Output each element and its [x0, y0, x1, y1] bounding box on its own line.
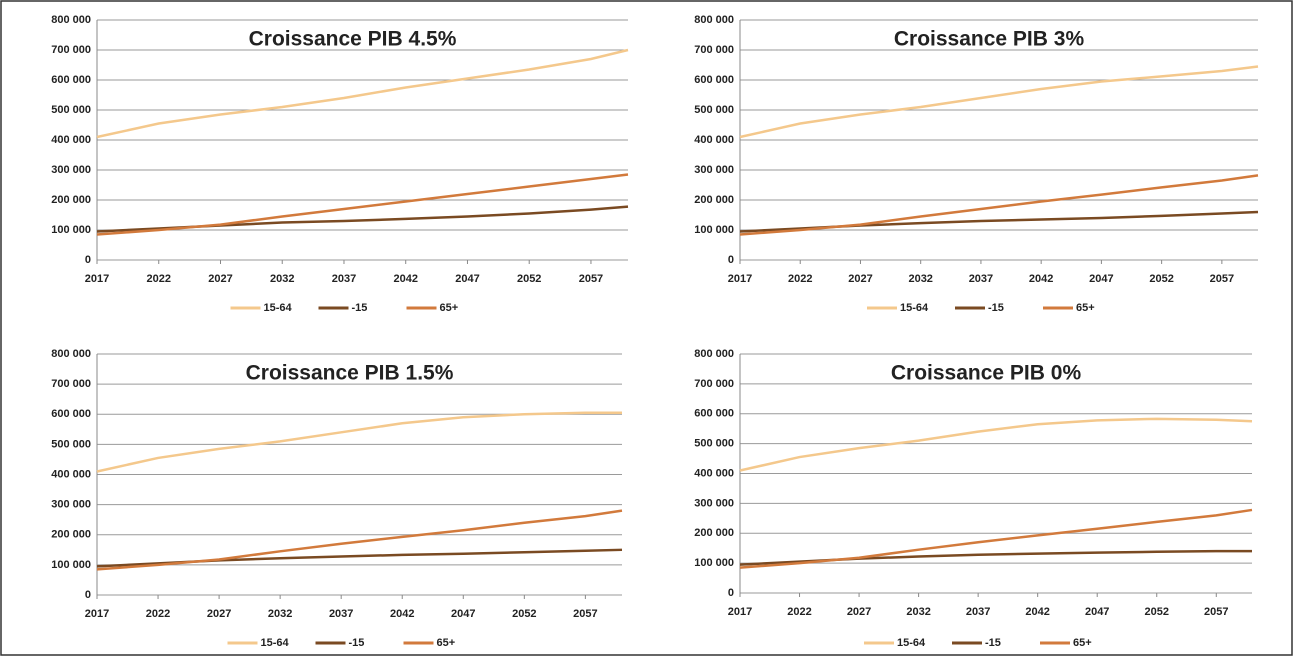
- x-tick-label: 2032: [270, 273, 294, 285]
- y-tick-label: 700 000: [694, 44, 734, 56]
- x-tick-label: 2047: [1085, 606, 1109, 618]
- y-tick-label: 500 000: [51, 104, 91, 116]
- x-tick-label: 2022: [147, 273, 171, 285]
- x-tick-label: 2037: [969, 273, 993, 285]
- y-tick-label: 700 000: [51, 44, 91, 56]
- legend-label: 15-64: [261, 637, 290, 649]
- y-tick-label: 400 000: [51, 468, 91, 480]
- x-tick-label: 2032: [908, 273, 932, 285]
- x-tick-label: 2052: [1149, 273, 1173, 285]
- legend-label: 65+: [1073, 637, 1092, 649]
- y-tick-label: 600 000: [51, 74, 91, 86]
- x-tick-label: 2042: [1029, 273, 1053, 285]
- y-tick-label: 100 000: [694, 224, 734, 236]
- y-tick-label: 400 000: [694, 467, 734, 479]
- x-tick-label: 2027: [208, 273, 232, 285]
- y-tick-label: 0: [728, 587, 734, 599]
- x-tick-label: 2017: [728, 606, 752, 618]
- legend-label: 65+: [440, 302, 459, 314]
- x-tick-label: 2057: [579, 273, 603, 285]
- legend-label: -15: [352, 302, 368, 314]
- x-tick-label: 2057: [573, 608, 597, 620]
- y-tick-label: 100 000: [694, 557, 734, 569]
- y-tick-label: 0: [85, 254, 91, 266]
- y-tick-label: 500 000: [51, 438, 91, 450]
- y-tick-label: 300 000: [51, 164, 91, 176]
- y-tick-label: 400 000: [51, 134, 91, 146]
- x-tick-label: 2042: [1025, 606, 1049, 618]
- y-tick-label: 800 000: [694, 348, 734, 360]
- legend-label: 15-64: [897, 637, 926, 649]
- chart-title: Croissance PIB 0%: [891, 362, 1082, 385]
- x-tick-label: 2032: [268, 608, 292, 620]
- y-tick-label: 0: [728, 254, 734, 266]
- legend-label: 65+: [437, 637, 456, 649]
- x-tick-label: 2042: [390, 608, 414, 620]
- y-tick-label: 300 000: [51, 499, 91, 511]
- x-tick-label: 2032: [906, 606, 930, 618]
- y-tick-label: 600 000: [51, 408, 91, 420]
- y-tick-label: 400 000: [694, 134, 734, 146]
- x-tick-label: 2027: [207, 608, 231, 620]
- legend-label: 15-64: [900, 302, 929, 314]
- chart-title: Croissance PIB 4.5%: [249, 28, 457, 51]
- series-line: [739, 65, 1259, 139]
- x-tick-label: 2037: [966, 606, 990, 618]
- x-tick-label: 2047: [1089, 273, 1113, 285]
- x-tick-label: 2052: [512, 608, 536, 620]
- x-tick-label: 2042: [393, 273, 417, 285]
- series-line: [96, 173, 629, 236]
- y-tick-label: 700 000: [51, 378, 91, 390]
- legend-label: 65+: [1076, 302, 1095, 314]
- x-tick-label: 2027: [847, 606, 871, 618]
- chart-title: Croissance PIB 3%: [894, 28, 1085, 51]
- y-tick-label: 0: [85, 589, 91, 601]
- series-line: [96, 509, 623, 571]
- x-tick-label: 2022: [788, 273, 812, 285]
- y-tick-label: 700 000: [694, 378, 734, 390]
- y-tick-label: 200 000: [51, 194, 91, 206]
- x-tick-label: 2052: [517, 273, 541, 285]
- x-tick-label: 2017: [85, 608, 109, 620]
- series-line: [96, 48, 629, 139]
- x-tick-label: 2057: [1204, 606, 1228, 618]
- y-tick-label: 300 000: [694, 497, 734, 509]
- legend-label: -15: [985, 637, 1001, 649]
- x-tick-label: 2037: [329, 608, 353, 620]
- legend-label: -15: [349, 637, 365, 649]
- x-tick-label: 2017: [728, 273, 752, 285]
- y-tick-label: 500 000: [694, 438, 734, 450]
- chart-title: Croissance PIB 1.5%: [246, 362, 454, 385]
- y-tick-label: 200 000: [51, 529, 91, 541]
- y-tick-label: 100 000: [51, 559, 91, 571]
- y-tick-label: 100 000: [51, 224, 91, 236]
- series-line: [739, 508, 1253, 569]
- series-line: [739, 417, 1253, 472]
- y-tick-label: 500 000: [694, 104, 734, 116]
- y-tick-label: 300 000: [694, 164, 734, 176]
- y-tick-label: 800 000: [51, 348, 91, 360]
- series-line: [96, 411, 622, 473]
- x-tick-label: 2022: [787, 606, 811, 618]
- x-tick-label: 2022: [146, 608, 170, 620]
- y-tick-label: 800 000: [694, 14, 734, 26]
- y-tick-label: 200 000: [694, 194, 734, 206]
- series-line: [739, 174, 1259, 236]
- x-tick-label: 2017: [85, 273, 109, 285]
- legend-label: -15: [988, 302, 1004, 314]
- legend-label: 15-64: [264, 302, 293, 314]
- y-tick-label: 200 000: [694, 527, 734, 539]
- x-tick-label: 2057: [1210, 273, 1234, 285]
- y-tick-label: 800 000: [51, 14, 91, 26]
- x-tick-label: 2047: [455, 273, 479, 285]
- y-tick-label: 600 000: [694, 74, 734, 86]
- x-tick-label: 2037: [332, 273, 356, 285]
- x-tick-label: 2052: [1145, 606, 1169, 618]
- y-tick-label: 600 000: [694, 408, 734, 420]
- x-tick-label: 2027: [848, 273, 872, 285]
- x-tick-label: 2047: [451, 608, 475, 620]
